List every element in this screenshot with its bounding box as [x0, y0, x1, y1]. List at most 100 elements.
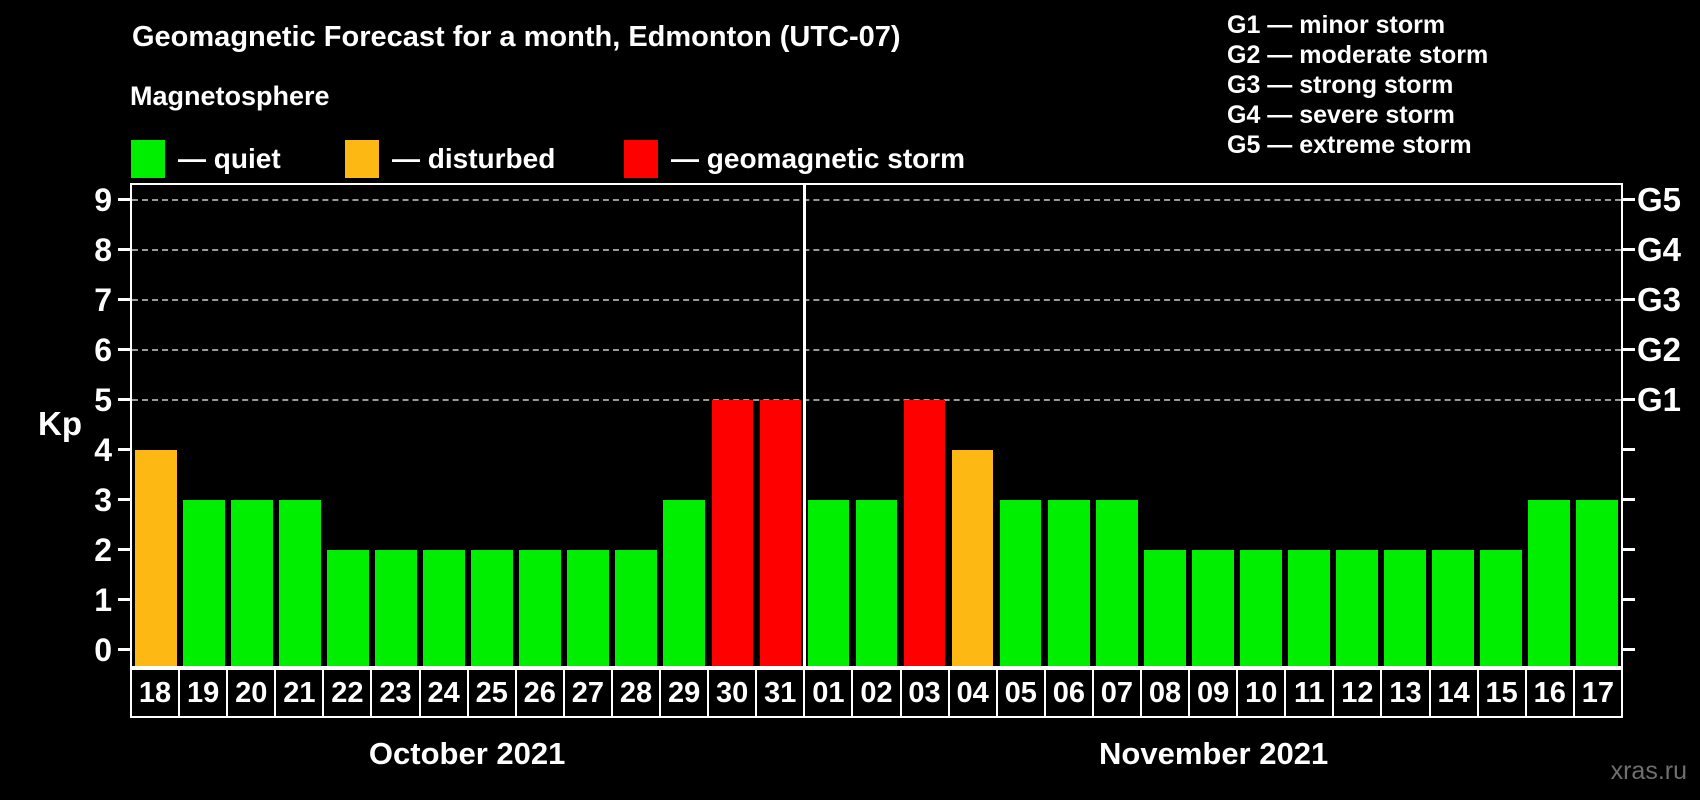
quiet-swatch-icon	[131, 140, 165, 178]
g-scale-label-g2: G2	[1637, 331, 1682, 368]
bar-slot	[949, 185, 997, 666]
kp-bar-26	[519, 550, 562, 666]
kp-bar-13	[1383, 550, 1426, 666]
kp-bar-01	[807, 500, 850, 666]
date-label-13: 13	[1380, 668, 1431, 718]
date-label-08: 08	[1139, 668, 1191, 718]
date-label-09: 09	[1188, 668, 1239, 718]
kp-tick-label: 9	[94, 182, 112, 218]
date-label-28: 28	[610, 668, 662, 718]
kp-bar-17	[1576, 500, 1618, 666]
bar-slot	[1477, 185, 1525, 666]
month-separator-line	[803, 185, 807, 666]
left-axis-tick	[118, 348, 130, 351]
date-label-19: 19	[178, 668, 229, 718]
month-label: October 2021	[368, 736, 566, 771]
left-axis-tick	[118, 598, 130, 601]
g-scale-label-g3: G3	[1637, 281, 1682, 318]
bar-slot	[1237, 185, 1285, 666]
kp-bar-27	[567, 550, 610, 666]
right-axis-tick	[1623, 498, 1635, 501]
date-label-05: 05	[995, 668, 1046, 718]
legend-item-quiet: — quiet	[131, 140, 281, 178]
g-scale-label-g5: G5	[1637, 181, 1682, 218]
right-axis-tick	[1623, 648, 1635, 651]
left-axis-tick	[118, 298, 130, 301]
bar-slot	[1381, 185, 1429, 666]
kp-bar-04	[951, 450, 994, 666]
storm-scale-line-2: G2 — moderate storm	[1227, 41, 1489, 69]
date-axis: 18 19 20 21 22 23 24 25 26 27 28 29 30 31 01 02 03 04 05 06…	[130, 668, 1623, 718]
date-label-01: 01	[803, 668, 854, 718]
bar-slot	[420, 185, 468, 666]
bar-slot	[804, 185, 852, 666]
date-label-10: 10	[1236, 668, 1287, 718]
kp-tick-label: 1	[94, 582, 112, 618]
bar-slot	[228, 185, 276, 666]
gridline-kp5	[132, 399, 1621, 401]
kp-bar-16	[1528, 500, 1570, 666]
kp-tick-label: 0	[94, 632, 112, 668]
kp-bar-31	[759, 400, 802, 666]
date-label-11: 11	[1284, 668, 1335, 718]
gridline-kp6	[132, 349, 1621, 351]
bar-slot	[1141, 185, 1189, 666]
left-axis-tick	[118, 198, 130, 201]
left-axis-tick	[118, 498, 130, 501]
kp-bar-19	[183, 500, 225, 666]
kp-bar-12	[1335, 550, 1378, 666]
gridline-kp8	[132, 249, 1621, 251]
kp-tick-label: 6	[94, 332, 112, 368]
bar-slot	[132, 185, 180, 666]
kp-tick-label: 5	[94, 382, 112, 418]
storm-scale-legend: G1 — minor storm G2 — moderate storm G3 — …	[1227, 10, 1488, 160]
plot-area	[118, 183, 1635, 668]
disturbed-swatch-icon	[345, 140, 379, 178]
kp-bar-09	[1191, 550, 1234, 666]
bar-slot	[1429, 185, 1477, 666]
kp-bar-18	[135, 450, 177, 666]
kp-bar-20	[231, 500, 273, 666]
bar-slot	[660, 185, 708, 666]
kp-bar-23	[375, 550, 418, 666]
y-axis-title: Kp	[38, 405, 82, 442]
bar-slot	[901, 185, 949, 666]
date-label-18: 18	[130, 668, 181, 718]
bar-slot	[852, 185, 900, 666]
left-axis-tick	[118, 548, 130, 551]
kp-bar-21	[279, 500, 321, 666]
date-label-22: 22	[322, 668, 373, 718]
date-label-26: 26	[514, 668, 565, 718]
left-axis-tick	[118, 248, 130, 251]
left-axis-tick	[118, 398, 130, 401]
storm-scale-line-1: G1 — minor storm	[1227, 11, 1446, 39]
bar-slot	[564, 185, 612, 666]
date-label-02: 02	[851, 668, 902, 718]
right-axis-tick	[1623, 198, 1635, 201]
storm-scale-line-4: G4 — severe storm	[1227, 101, 1455, 129]
date-label-15: 15	[1476, 668, 1527, 718]
date-label-23: 23	[370, 668, 421, 718]
watermark: xras.ru	[1610, 757, 1687, 785]
date-label-17: 17	[1572, 668, 1623, 718]
kp-tick-label: 8	[94, 232, 112, 268]
bar-slot	[276, 185, 324, 666]
kp-tick-label: 4	[94, 432, 112, 468]
date-label-25: 25	[466, 668, 517, 718]
kp-bar-15	[1480, 550, 1522, 666]
kp-bar-11	[1287, 550, 1330, 666]
bar-slot	[1093, 185, 1141, 666]
kp-bar-02	[855, 500, 898, 666]
legend-item-storm: — geomagnetic storm	[624, 140, 965, 178]
storm-swatch-icon	[624, 140, 658, 178]
kp-bar-05	[999, 500, 1042, 666]
bar-slot	[1333, 185, 1381, 666]
right-axis-tick	[1623, 398, 1635, 401]
date-label-21: 21	[274, 668, 325, 718]
kp-bar-07	[1095, 500, 1138, 666]
date-label-29: 29	[659, 668, 710, 718]
bar-slot	[1525, 185, 1573, 666]
left-axis-tick	[118, 648, 130, 651]
kp-bar-29	[663, 500, 706, 666]
kp-bar-10	[1239, 550, 1282, 666]
